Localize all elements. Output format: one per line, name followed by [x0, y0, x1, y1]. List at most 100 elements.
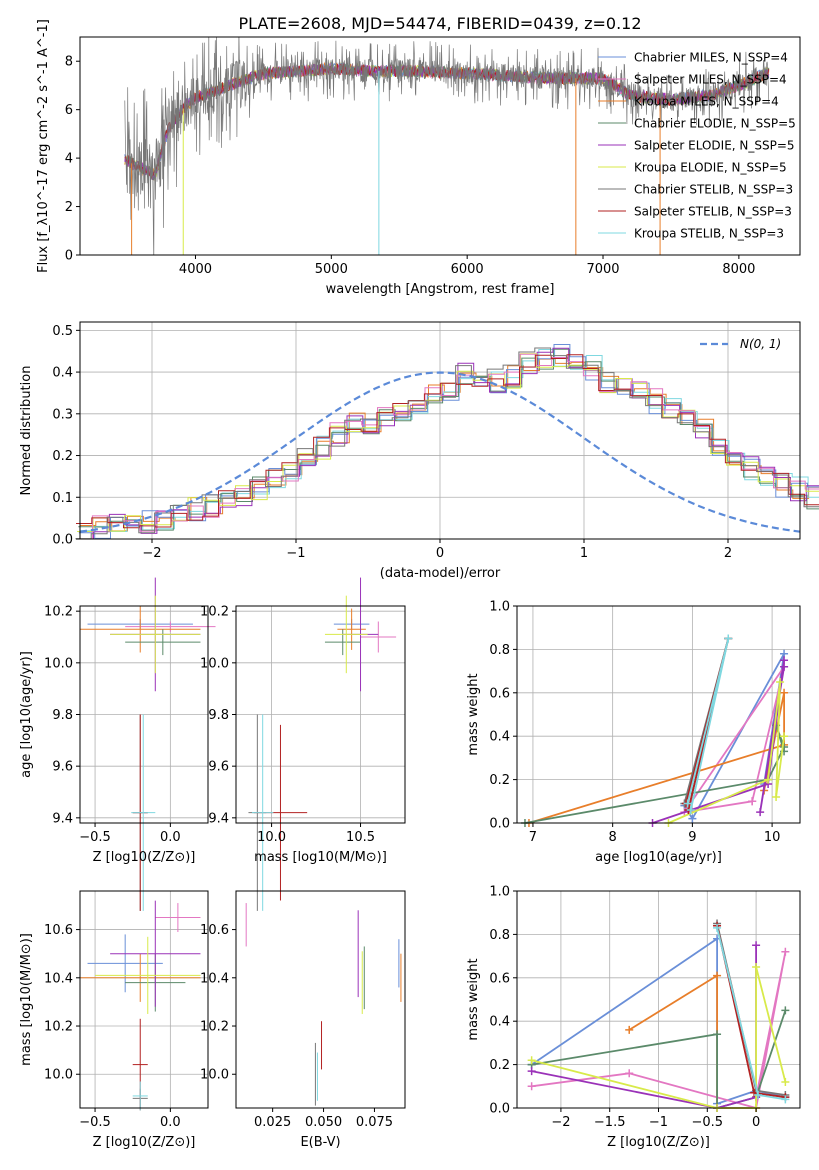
- data-point: [131, 714, 156, 911]
- legend-label: Chabrier ELODIE, N_SSP=5: [634, 117, 796, 131]
- y-tick-label: 10.6: [44, 923, 73, 938]
- y-axis-label: mass weight: [466, 958, 481, 1040]
- weight-line: [628, 973, 757, 1109]
- chart-title: PLATE=2608, MJD=54474, FIBERID=0439, z=0…: [238, 14, 641, 33]
- panel-5: −0.5 0.0 10.0 10.2 10.4 10.6 Z [log10(Z/Z⊙)] ma…: [19, 890, 209, 1150]
- weight-marker: [781, 1095, 790, 1104]
- x-tick-label: 6000: [451, 262, 484, 277]
- histogram-series: [76, 353, 819, 540]
- data-point: [110, 900, 201, 1007]
- x-axis-label: E(B-V): [300, 1135, 340, 1150]
- y-tick-label: 10.2: [200, 1020, 229, 1035]
- weight-marker: [776, 677, 785, 686]
- weight-series: [664, 677, 789, 827]
- y-axis-label: mass [log10(M/M⊙)]: [19, 933, 34, 1066]
- data-point: [125, 629, 201, 656]
- legend: Chabrier MILES, N_SSP=4 Salpeter MILES, N…: [598, 51, 796, 241]
- weight-marker: [780, 732, 789, 741]
- y-tick-label: 9.6: [52, 760, 73, 775]
- y-tick-label: 10.6: [200, 923, 229, 938]
- data-point: [132, 1081, 148, 1111]
- y-tick-label: 8: [65, 55, 73, 70]
- x-tick-label: 0.050: [305, 1115, 342, 1130]
- x-tick-label: −0.5: [692, 1115, 724, 1130]
- weight-marker: [764, 775, 773, 784]
- weight-marker: [527, 1082, 536, 1091]
- y-tick-label: 1.0: [489, 600, 510, 615]
- y-tick-label: 0.2: [52, 449, 73, 464]
- data-point: [110, 595, 201, 674]
- weight-marker: [780, 662, 789, 671]
- weight-series: [524, 688, 789, 827]
- weight-marker: [781, 1077, 790, 1086]
- histogram-series: [76, 354, 819, 529]
- legend-label: Chabrier STELIB, N_SSP=3: [634, 183, 793, 197]
- y-tick-label: 0.4: [52, 366, 73, 381]
- x-tick-label: −1: [649, 1115, 668, 1130]
- x-tick-label: −0.5: [79, 1115, 111, 1130]
- weight-series: [713, 921, 790, 1102]
- x-tick-label: 4000: [179, 262, 212, 277]
- legend-label: Kroupa MILES, N_SSP=4: [634, 95, 779, 109]
- legend-label: Kroupa STELIB, N_SSP=3: [634, 227, 784, 241]
- x-tick-label: −1: [286, 546, 305, 561]
- x-tick-label: 10: [764, 830, 781, 845]
- weight-marker: [772, 792, 781, 801]
- panel-3: 10.0 10.5 9.4 9.6 9.8 10.0 10.2 mass [log10(M/M…: [200, 577, 406, 911]
- histogram-series: [79, 349, 819, 532]
- legend-label: Salpeter MILES, N_SSP=4: [634, 73, 787, 87]
- y-tick-label: 0.6: [489, 686, 510, 701]
- weight-series: [713, 919, 790, 1099]
- normal-curve: [79, 371, 801, 533]
- weight-line: [528, 692, 785, 824]
- data-point: [324, 629, 361, 656]
- y-tick-label: 9.8: [52, 708, 73, 723]
- x-axis-label: mass [log10(M/M⊙)]: [254, 850, 387, 865]
- panel-4: 7 8 9 10 0.0 0.2 0.4 0.6 0.8 1.0 age [log10(age/yr…: [466, 600, 801, 865]
- panel-7: −2 −1.5 −1 −0.5 0 0.0 0.2 0.4 0.6 0.8 1.0 Z [log10(…: [466, 885, 801, 1150]
- data-point: [80, 953, 201, 1002]
- x-tick-label: 0.075: [356, 1115, 393, 1130]
- y-tick-label: 10.4: [200, 971, 229, 986]
- y-tick-label: 10.2: [44, 1020, 73, 1035]
- y-axis-label: mass weight: [466, 673, 481, 755]
- x-axis-label: Z [log10(Z/Z⊙)]: [93, 1135, 196, 1150]
- x-tick-label: −2: [551, 1115, 570, 1130]
- weight-marker: [780, 688, 789, 697]
- legend-label: Salpeter STELIB, N_SSP=3: [634, 205, 792, 219]
- weight-series: [683, 634, 733, 814]
- y-tick-label: 0.8: [489, 643, 510, 658]
- weight-marker: [713, 1030, 722, 1039]
- y-tick-label: 0.6: [489, 971, 510, 986]
- axes-frame: [235, 890, 406, 1109]
- x-tick-label: 0: [436, 546, 444, 561]
- panel-6: 0.025 0.050 0.075 10.0 10.2 10.4 10.6 E(B-V): [200, 890, 406, 1150]
- x-tick-label: 7000: [586, 262, 619, 277]
- x-tick-label: −2: [142, 546, 161, 561]
- y-tick-label: 10.0: [44, 656, 73, 671]
- y-tick-label: 0.0: [489, 1102, 510, 1117]
- y-tick-label: 0.4: [489, 1015, 510, 1030]
- spectrum-lines: [124, 37, 770, 255]
- y-tick-label: 10.0: [200, 656, 229, 671]
- weight-marker: [752, 941, 761, 950]
- y-tick-label: 2: [65, 200, 73, 215]
- legend-label: Chabrier MILES, N_SSP=4: [634, 51, 788, 65]
- x-axis-label: age [log10(age/yr)]: [595, 850, 722, 865]
- panel-2: −0.5 0.0 9.4 9.6 9.8 10.0 10.2 Z [log10(Z/Z⊙)] a…: [19, 577, 216, 911]
- y-tick-label: 10.4: [44, 971, 73, 986]
- y-tick-label: 6: [65, 103, 73, 118]
- x-axis-label: wavelength [Angstrom, rest frame]: [326, 282, 555, 297]
- data-point: [80, 606, 201, 653]
- data-point: [337, 608, 366, 650]
- panel-1: −2 −1 0 1 2 0.0 0.1 0.2 0.3 0.4 0.5 (data-model)/er…: [19, 321, 819, 581]
- weight-marker: [754, 1090, 763, 1099]
- data-point: [95, 936, 201, 1014]
- y-tick-label: 4: [65, 152, 73, 167]
- data-point: [87, 934, 163, 993]
- x-tick-label: 1: [580, 546, 588, 561]
- weight-line: [531, 945, 757, 1109]
- y-axis-label: Flux [f_λ10^-17 erg cm^-2 s^-1 A^-1]: [36, 19, 51, 273]
- data-point: [252, 714, 274, 911]
